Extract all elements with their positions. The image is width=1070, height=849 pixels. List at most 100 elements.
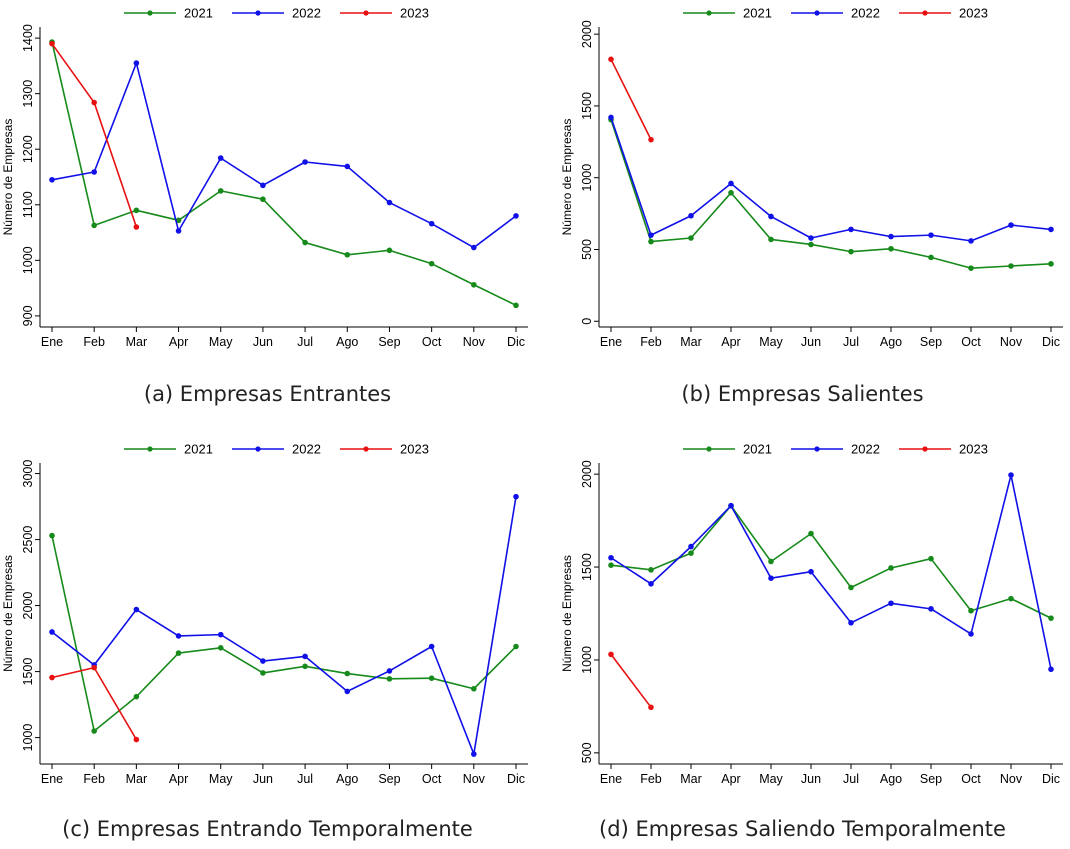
x-tick-label: Mar xyxy=(680,335,702,349)
data-point-2021 xyxy=(848,584,854,591)
data-point-2021 xyxy=(648,567,654,573)
x-tick-label: Oct xyxy=(422,772,442,786)
y-tick-label: 500 xyxy=(580,239,594,260)
data-point-2021 xyxy=(808,241,814,248)
x-tick-label: May xyxy=(759,772,783,786)
data-point-2022 xyxy=(608,114,614,121)
data-point-2021 xyxy=(386,676,393,682)
data-point-2021 xyxy=(471,685,477,692)
x-tick-label: Nov xyxy=(463,335,486,349)
x-tick-label: Mar xyxy=(126,772,148,786)
x-tick-label: Mar xyxy=(126,335,148,349)
legend-label-2022: 2022 xyxy=(851,442,880,457)
panel-a: 2021 2022 2023 900 1000 1100 1200 1300 1400 Númer… xyxy=(0,0,535,424)
data-point-2021 xyxy=(471,281,477,288)
data-point-2022 xyxy=(648,580,654,587)
chart-b: 2021 2022 2023 0 500 1000 1500 2000 Número de Em… xyxy=(560,6,1063,349)
y-tick-label: 1300 xyxy=(21,80,35,108)
data-point-2021 xyxy=(428,675,435,681)
data-point-2022 xyxy=(688,543,694,550)
y-tick-label: 0 xyxy=(580,318,594,325)
data-point-2021 xyxy=(513,643,519,650)
data-point-2021 xyxy=(217,645,224,651)
data-point-2022 xyxy=(928,606,934,612)
y-tick-label: 1500 xyxy=(580,553,594,581)
data-point-2022 xyxy=(688,212,694,219)
x-tick-label: Apr xyxy=(721,335,740,349)
data-point-2021 xyxy=(1008,263,1014,269)
legend-label-2023: 2023 xyxy=(400,6,429,21)
series-line-2023 xyxy=(610,58,652,141)
y-tick-label: 500 xyxy=(580,742,594,763)
data-point-2022 xyxy=(49,176,55,183)
data-point-2021 xyxy=(1048,615,1054,621)
y-axis-label: Número de Empresas xyxy=(1,555,15,672)
x-tick-label: Jul xyxy=(297,335,313,349)
legend-label-2022: 2022 xyxy=(292,6,321,21)
y-axis-label: Número de Empresas xyxy=(1,119,15,236)
data-point-2021 xyxy=(175,217,182,224)
legend-label-2021: 2021 xyxy=(184,442,213,457)
x-tick-label: Oct xyxy=(961,335,981,349)
panel-d: 2021 2022 2023 500 1000 1500 2000 Número de Emp… xyxy=(535,424,1070,848)
data-point-2022 xyxy=(344,163,351,170)
x-tick-label: Sep xyxy=(920,772,942,786)
x-tick-label: Nov xyxy=(463,772,486,786)
series-line-2021 xyxy=(51,535,517,732)
data-point-2021 xyxy=(91,222,97,229)
data-point-2022 xyxy=(302,653,308,660)
data-point-2021 xyxy=(888,245,894,252)
y-tick-label: 1100 xyxy=(21,191,35,218)
y-tick-label: 1200 xyxy=(21,135,35,163)
y-tick-label: 1500 xyxy=(21,658,35,686)
legend-label-2023: 2023 xyxy=(959,6,988,21)
data-point-2022 xyxy=(608,554,614,561)
data-point-2022 xyxy=(768,213,774,220)
y-tick-label: 2000 xyxy=(21,592,35,620)
data-point-2023 xyxy=(133,224,140,230)
data-point-2022 xyxy=(808,235,814,241)
data-point-2021 xyxy=(91,728,97,734)
y-axis-label: Número de Empresas xyxy=(560,119,574,236)
data-point-2022 xyxy=(928,232,934,238)
y-tick-label: 1000 xyxy=(580,164,594,192)
x-tick-label: Oct xyxy=(961,772,981,786)
chart-d: 2021 2022 2023 500 1000 1500 2000 Número de Emp… xyxy=(560,442,1063,786)
caption-c: (c) Empresas Entrando Temporalmente xyxy=(62,817,473,841)
series-line-2021 xyxy=(610,119,1052,269)
data-point-2022 xyxy=(728,502,734,509)
x-tick-label: Feb xyxy=(83,772,105,786)
data-point-2022 xyxy=(1008,222,1014,228)
data-point-2022 xyxy=(471,244,477,251)
legend-label-2021: 2021 xyxy=(743,442,772,457)
data-point-2022 xyxy=(1048,666,1054,673)
data-point-2021 xyxy=(688,235,694,241)
data-point-2023 xyxy=(608,56,614,63)
x-tick-label: Jul xyxy=(297,772,313,786)
y-tick-label: 2500 xyxy=(21,526,35,554)
data-point-2023 xyxy=(49,674,55,681)
x-tick-label: Mar xyxy=(680,772,702,786)
x-tick-label: Apr xyxy=(169,335,188,349)
legend-marker-2021 xyxy=(147,446,153,452)
data-point-2022 xyxy=(175,633,182,639)
data-point-2021 xyxy=(688,550,694,556)
y-tick-label: 1000 xyxy=(21,246,35,274)
x-tick-label: Sep xyxy=(378,335,400,349)
x-tick-label: May xyxy=(209,335,233,349)
x-tick-label: Ago xyxy=(880,335,902,349)
series-line-2021 xyxy=(51,41,517,307)
data-point-2022 xyxy=(968,631,974,637)
data-point-2022 xyxy=(302,159,308,165)
x-tick-label: Nov xyxy=(1000,772,1023,786)
data-point-2021 xyxy=(768,236,774,243)
legend-marker-2022 xyxy=(255,446,261,452)
y-tick-label: 2000 xyxy=(580,460,594,488)
y-axis-label: Número de Empresas xyxy=(560,555,574,672)
panel-c: 2021 2022 2023 1000 1500 2000 2500 3000 Número d… xyxy=(0,424,535,848)
legend-marker-2022 xyxy=(814,10,820,16)
data-point-2021 xyxy=(608,562,614,568)
data-point-2023 xyxy=(648,704,654,711)
legend-marker-2021 xyxy=(706,446,712,452)
data-point-2021 xyxy=(302,239,308,246)
